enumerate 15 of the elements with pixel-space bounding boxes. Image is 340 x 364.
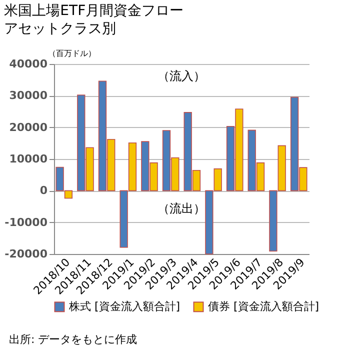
legend-label: 株式 [資金流入額合計] xyxy=(68,300,180,313)
chart-subtitle: アセットクラス別 xyxy=(4,21,116,37)
y-tick-label: -10000 xyxy=(4,216,48,229)
y-tick-label: -20000 xyxy=(4,248,48,260)
legend-label: 債券 [資金流入額合計] xyxy=(208,300,320,313)
y-tick-label: 0 xyxy=(40,184,48,198)
annotation: （流出） xyxy=(158,202,206,216)
y-tick-label: 10000 xyxy=(9,152,48,166)
chart-title: 米国上場ETF月間資金フロー xyxy=(4,3,184,19)
y-tick-label: 20000 xyxy=(9,120,48,134)
y-tick-label: 30000 xyxy=(9,89,48,102)
text: 出所: データをもとに作成 xyxy=(9,333,138,346)
y-tick-label: 40000 xyxy=(9,58,48,70)
text: （百万ドル） xyxy=(48,49,96,58)
annotation: （流入） xyxy=(158,69,206,83)
